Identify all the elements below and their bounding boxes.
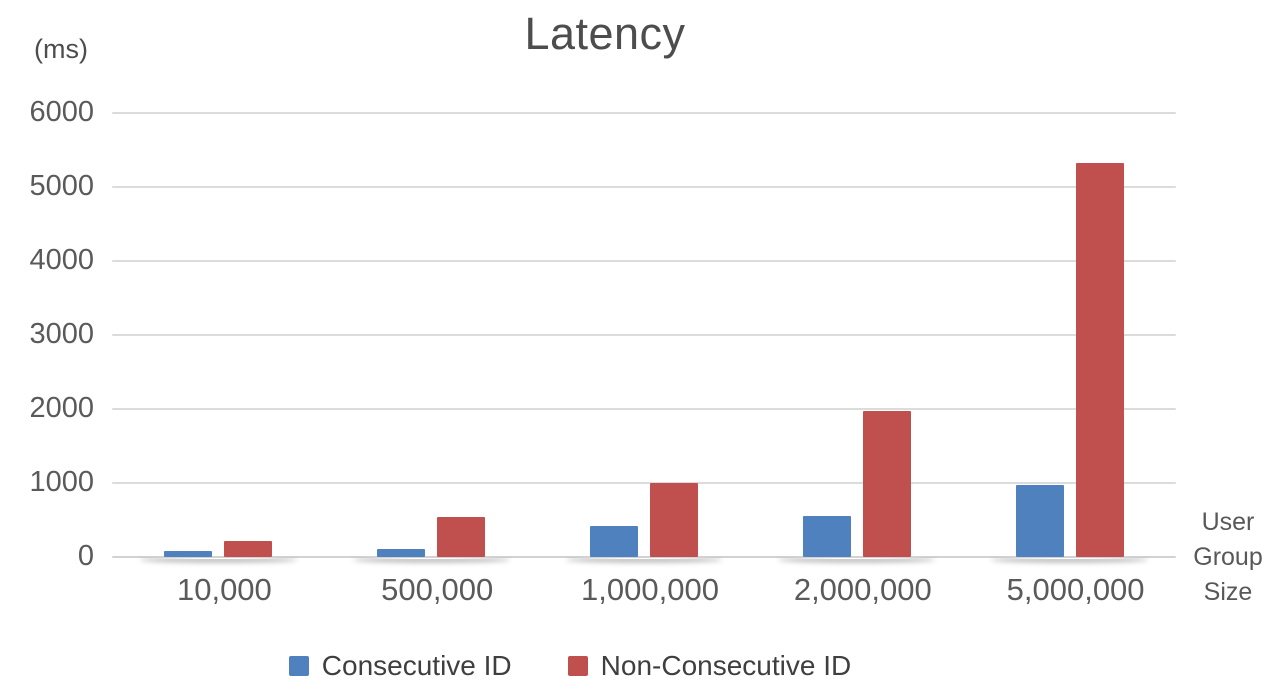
bar-consecutive-5000000	[1015, 484, 1064, 557]
x-tick-label-2000000: 2,000,000	[793, 572, 932, 607]
y-tick-label-6000: 6000	[29, 96, 94, 128]
legend-swatch-blue-icon	[288, 656, 309, 676]
bar-non-consecutive-2000000	[862, 410, 911, 557]
x-tick-label-500000: 500,000	[381, 572, 494, 607]
x-axis-title: User Group Size	[1178, 505, 1278, 610]
baseline-shadow	[991, 553, 1148, 559]
legend-swatch-red-icon	[567, 656, 588, 676]
gridline-y-5000	[112, 186, 1176, 188]
x-axis-title-line: User	[1201, 508, 1255, 536]
bar-non-consecutive-10000	[224, 541, 273, 557]
y-tick-label-1000: 1000	[29, 466, 94, 498]
gridline-y-6000	[112, 112, 1176, 114]
x-axis-baseline	[112, 556, 1176, 558]
x-tick-label-5000000: 5,000,000	[1006, 572, 1145, 607]
bar-non-consecutive-1000000	[650, 483, 698, 557]
bar-non-consecutive-500000	[437, 517, 486, 557]
gridline-y-1000	[112, 482, 1176, 484]
chart-legend: Consecutive ID Non-Consecutive ID	[0, 650, 1140, 682]
legend-label: Non-Consecutive ID	[600, 650, 852, 681]
legend-item-non-consecutive: Non-Consecutive ID	[567, 650, 852, 682]
bar-non-consecutive-5000000	[1075, 162, 1124, 557]
legend-label: Consecutive ID	[321, 650, 512, 681]
y-axis-unit-label: (ms)	[34, 34, 88, 64]
baseline-shadow	[778, 553, 935, 559]
bar-consecutive-10000	[164, 551, 213, 557]
chart-title: Latency	[524, 8, 686, 59]
bar-consecutive-2000000	[802, 515, 851, 557]
y-tick-label-2000: 2000	[29, 392, 94, 424]
y-tick-label-3000: 3000	[29, 318, 94, 350]
gridline-y-2000	[112, 408, 1176, 410]
gridline-y-3000	[112, 334, 1176, 336]
bar-consecutive-500000	[377, 548, 426, 557]
legend-item-consecutive: Consecutive ID	[288, 650, 512, 682]
y-tick-label-4000: 4000	[29, 244, 94, 276]
x-axis-title-line: Size	[1203, 578, 1253, 606]
x-tick-label-10000: 10,000	[176, 572, 272, 607]
x-tick-label-1000000: 1,000,000	[581, 572, 719, 607]
bar-consecutive-1000000	[590, 525, 638, 557]
x-axis-title-line: Group	[1193, 543, 1263, 571]
y-tick-label-5000: 5000	[29, 170, 94, 202]
y-tick-label-0: 0	[77, 540, 94, 572]
gridline-y-4000	[112, 260, 1176, 262]
